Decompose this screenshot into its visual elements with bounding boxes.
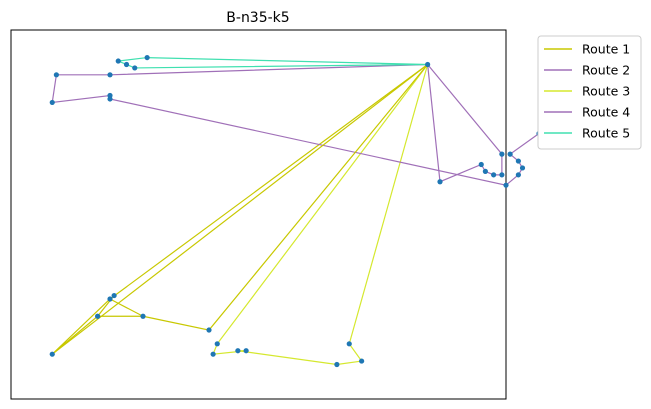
stop-marker [519,165,526,171]
stop-marker [425,61,431,68]
stop-marker [515,158,521,164]
stop-marker [107,96,113,102]
stop-marker [95,313,101,319]
stop-marker [140,313,146,319]
stop-marker [49,351,55,357]
stop-marker [111,292,117,299]
stop-marker [210,351,216,357]
stop-marker [235,348,241,354]
stop-marker [499,172,505,178]
route-line-2 [427,64,503,183]
stop-marker [437,179,443,185]
stop-marker [499,151,505,157]
stop-marker [507,151,513,157]
legend-label-5: Route 5 [582,126,630,141]
legend-box [537,35,642,150]
stop-marker [115,58,121,64]
stop-marker [503,182,509,188]
stop-marker [243,348,249,354]
stop-marker [144,54,150,61]
route-line-5 [115,56,428,69]
stop-marker [334,361,340,368]
stop-marker [214,341,220,347]
legend: Route 1 Route 2 Route 3 Route 4 Route 5 [537,35,642,150]
markers [49,54,542,368]
stop-marker [515,172,521,178]
stop-marker [49,99,55,106]
stop-marker [107,72,113,78]
legend-label-4: Route 4 [582,105,630,120]
stop-marker [107,296,113,302]
stop-marker [132,65,138,71]
stop-marker [346,341,352,347]
legend-label-1: Route 1 [582,42,630,57]
stop-marker [359,358,365,364]
stop-marker [53,72,59,78]
stop-marker [478,161,484,168]
stop-marker [123,61,130,68]
route-line-1 [51,64,428,355]
stop-marker [482,168,488,174]
route-segment-1 [51,64,428,355]
legend-label-3: Route 3 [582,84,630,99]
legend-label-2: Route 2 [582,63,630,78]
plot-area [10,29,507,400]
chart-title: B-n35-k5 [226,10,289,26]
stop-marker [206,327,212,333]
stop-marker [491,172,497,178]
